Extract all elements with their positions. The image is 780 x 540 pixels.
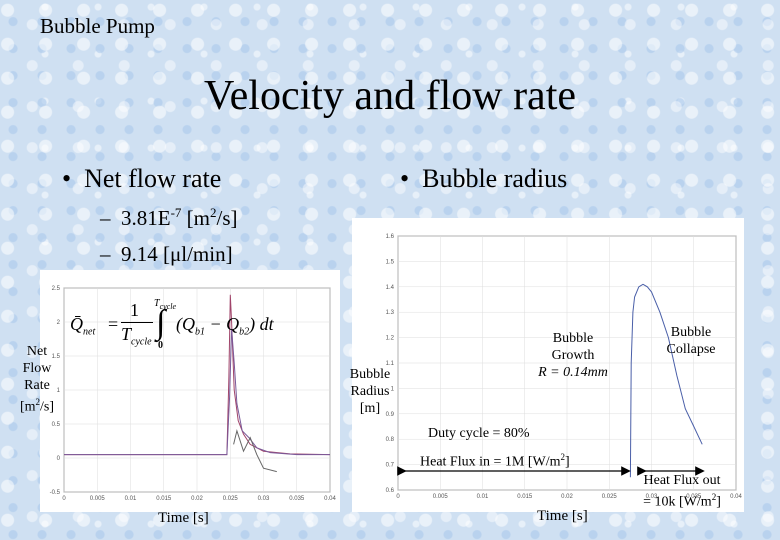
x-tick-label: 0.03 <box>646 494 658 500</box>
heat-flux-arrows <box>397 466 705 476</box>
y-tick-label: 2 <box>57 320 61 326</box>
y-tick-label: 1.2 <box>386 336 395 342</box>
bullet-bubble-radius-label: Bubble radius <box>422 164 568 193</box>
y-tick-label: 1.4 <box>386 285 395 291</box>
series-line <box>233 428 277 473</box>
right-x-axis-label: Time [s] <box>537 508 588 524</box>
x-tick-label: 0.02 <box>561 494 573 500</box>
x-tick-label: 0.04 <box>324 496 336 502</box>
y-tick-label: 0.5 <box>52 422 61 428</box>
y-tick-label: -0.5 <box>50 490 61 496</box>
heat-flux-out-label: Heat Flux out = 10k [W/m2] <box>643 473 721 510</box>
bubble-growth-label: Bubble Growth R = 0.14mm <box>538 331 608 380</box>
x-tick-label: 0.035 <box>289 496 305 502</box>
x-tick-label: 0.01 <box>477 494 489 500</box>
x-tick-label: 0.005 <box>90 496 106 502</box>
bubble-radius-chart: 0.6 0.7 0.8 0.9 1 1.1 1.2 1.3 1.4 1.5 1.6 0 0.005 0.0… <box>386 234 743 500</box>
x-tick-label: 0.015 <box>517 494 533 500</box>
y-tick-label: 0.8 <box>386 437 395 443</box>
bubble-collapse-label: Bubble Collapse <box>666 325 716 357</box>
heat-flux-in-label: Heat Flux in = 1M [W/m2] <box>420 452 570 470</box>
net-flow-rate-plot: -0.5 0 0.5 1 1.5 2 2.5 0 0.005 0.01 0.015 0.02 0.025… <box>40 270 340 512</box>
bullet-bubble-radius: • Bubble radius <box>400 164 568 193</box>
left-y-axis-label: Net Flow Rate [m2/s] <box>19 344 55 415</box>
y-tick-label: 0.6 <box>386 488 395 494</box>
left-x-axis-label: Time [s] <box>158 510 209 526</box>
header-text: Bubble Pump <box>40 14 155 38</box>
x-tick-label: 0.03 <box>258 496 270 502</box>
x-tick-label: 0.02 <box>191 496 203 502</box>
slide-title: Velocity and flow rate <box>203 73 577 119</box>
x-tick-label: 0.015 <box>156 496 172 502</box>
x-tick-label: 0.005 <box>433 494 449 500</box>
x-tick-label: 0.04 <box>730 494 742 500</box>
duty-cycle-label: Duty cycle = 80% <box>428 426 530 441</box>
x-tick-label: 0 <box>62 496 66 502</box>
y-tick-label: 1.5 <box>386 259 395 265</box>
y-tick-label: 1.1 <box>386 361 395 367</box>
flow-value-ul: – 9.14 [μl/min] <box>100 242 233 266</box>
y-tick-label: 1 <box>57 388 61 394</box>
x-tick-label: 0 <box>396 494 400 500</box>
bullet-net-flow-rate-label: Net flow rate <box>84 164 222 193</box>
y-tick-label: 1.6 <box>386 234 395 240</box>
y-tick-label: 1.5 <box>52 354 61 360</box>
y-tick-label: 2.5 <box>52 286 61 292</box>
x-tick-label: 0.025 <box>223 496 239 502</box>
flow-value-si: – 3.81E-7 [m2/s] <box>100 205 238 230</box>
y-tick-label: 1 <box>391 386 395 392</box>
y-tick-label: 0.9 <box>386 412 395 418</box>
net-flow-formula: Q̄net = 1 Tcycle Tcycle ∫ 0 (Qb1 − Qb2) … <box>70 298 274 351</box>
bullet-net-flow-rate: • Net flow rate <box>62 164 222 193</box>
series-line <box>64 328 330 456</box>
y-tick-label: 0 <box>57 456 61 462</box>
right-y-axis-label: Bubble Radius [m] <box>349 367 391 416</box>
net-flow-rate-chart: -0.500.511.522.50 0.005 0.01 0.015 0.02 0.025… <box>50 286 337 502</box>
x-tick-label: 0.025 <box>602 494 618 500</box>
x-tick-label: 0.035 <box>686 494 702 500</box>
bubble-radius-plot: 0.6 0.7 0.8 0.9 1 1.1 1.2 1.3 1.4 1.5 1.6 0 0.005 0.0… <box>352 218 744 512</box>
series-line <box>629 283 703 478</box>
y-tick-label: 0.7 <box>386 463 395 469</box>
y-tick-label: 1.3 <box>386 310 395 316</box>
x-tick-label: 0.01 <box>125 496 137 502</box>
